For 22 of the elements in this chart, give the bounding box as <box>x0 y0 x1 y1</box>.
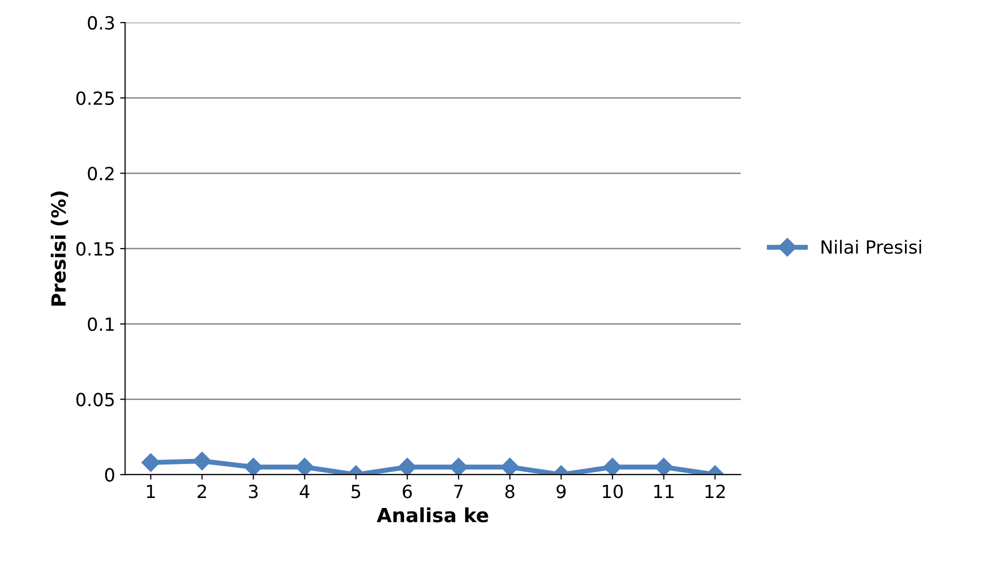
x-tick-label: 7 <box>454 484 463 498</box>
y-tick-label: 0.3 <box>88 16 114 30</box>
x-tick-label: 1 <box>146 484 155 498</box>
x-tick-label: 4 <box>300 484 310 498</box>
y-axis-title: Presisi (%) <box>50 192 68 306</box>
x-tick-label: 9 <box>556 484 566 498</box>
x-tick-label: 5 <box>352 484 360 498</box>
x-tick-label: 11 <box>654 484 674 498</box>
x-axis-title: Analisa ke <box>376 507 488 522</box>
y-tick-label: 0.1 <box>88 317 114 332</box>
legend-label: Nilai Presisi <box>822 240 922 254</box>
y-tick-label: 0 <box>105 468 114 482</box>
x-tick-label: 10 <box>602 484 623 498</box>
x-tick-label: 6 <box>402 484 412 498</box>
x-tick-label: 12 <box>706 484 725 498</box>
x-tick-label: 8 <box>505 484 514 498</box>
x-tick-label: 2 <box>198 484 206 498</box>
y-tick-label: 0.2 <box>88 166 114 180</box>
y-tick-label: 0.15 <box>76 242 114 256</box>
y-tick-label: 0.25 <box>76 91 114 106</box>
x-tick-label: 3 <box>248 484 258 498</box>
y-tick-label: 0.05 <box>76 392 114 406</box>
